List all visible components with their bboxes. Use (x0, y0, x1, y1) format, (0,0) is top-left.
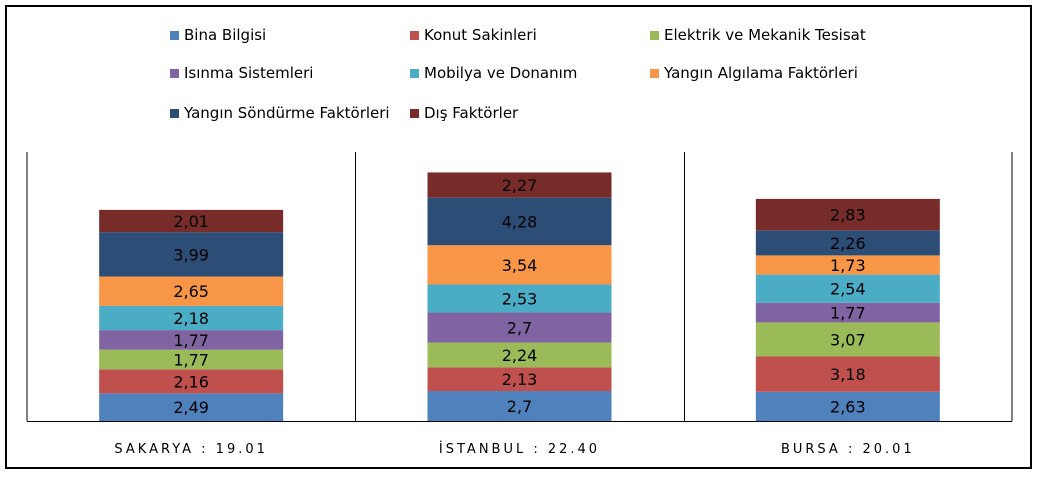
bar-segment (427, 245, 612, 285)
x-tick-label: SAKARYA : 19.01 (114, 442, 267, 457)
legend-item: Isınma Sistemleri (170, 63, 313, 83)
data-label: 2,26 (830, 234, 866, 253)
data-label: 3,18 (830, 365, 866, 384)
bar-segment (755, 302, 940, 323)
bar-segment (99, 330, 284, 350)
legend-label: Mobilya ve Donanım (424, 64, 578, 82)
legend-item: Konut Sakinleri (410, 25, 537, 45)
bar-segment (427, 391, 612, 421)
data-label: 2,13 (502, 370, 538, 389)
legend-swatch (170, 108, 179, 118)
legend-item: Bina Bilgisi (170, 25, 266, 45)
bar-segment (755, 356, 940, 392)
bar-segment (427, 172, 612, 198)
legend-item: Yangın Algılama Faktörleri (650, 63, 858, 83)
data-label: 2,83 (830, 206, 866, 225)
legend-item: Dış Faktörler (410, 103, 518, 123)
bar-segment (427, 367, 612, 392)
bar-segment (99, 349, 284, 370)
bar-segment (427, 342, 612, 368)
legend-swatch (650, 30, 659, 40)
legend-swatch (170, 30, 179, 40)
legend-label: Konut Sakinleri (424, 26, 537, 44)
legend-swatch (410, 30, 419, 40)
data-label: 1,77 (173, 351, 209, 370)
data-label: 3,99 (173, 245, 209, 264)
data-label: 2,16 (173, 372, 209, 391)
bar-segment (99, 232, 284, 277)
data-label: 1,73 (830, 256, 866, 275)
legend-item: Yangın Söndürme Faktörleri (170, 103, 390, 123)
legend-label: Bina Bilgisi (184, 26, 267, 44)
data-label: 2,24 (502, 346, 538, 365)
data-label: 2,7 (507, 397, 532, 416)
data-label: 2,7 (507, 319, 532, 338)
bar-segment (755, 274, 940, 303)
bar-segment (755, 391, 940, 421)
data-label: 2,49 (173, 398, 209, 417)
bar-segment (427, 284, 612, 313)
bar-segment (755, 198, 940, 231)
data-label: 2,54 (830, 280, 866, 299)
legend-item: Mobilya ve Donanım (410, 63, 577, 83)
bar-segment (99, 209, 284, 233)
x-tick-label: İSTANBUL : 22.40 (439, 441, 600, 457)
data-label: 3,07 (830, 330, 866, 349)
data-label: 2,53 (502, 290, 538, 309)
bar-segment (99, 276, 284, 306)
data-label: 2,27 (502, 176, 538, 195)
bar-segment (427, 197, 612, 246)
data-label: 1,77 (830, 304, 866, 323)
legend-swatch (170, 68, 179, 78)
data-label: 1,77 (173, 331, 209, 350)
legend-item: Elektrik ve Mekanik Tesisat (650, 25, 866, 45)
legend-swatch (650, 68, 659, 78)
bar-segment (755, 230, 940, 256)
legend: Bina Bilgisi Konut Sakinleri Elektrik ve M… (0, 0, 1039, 140)
bar-segment (99, 369, 284, 394)
legend-swatch (410, 108, 419, 118)
bar-segment (99, 305, 284, 331)
legend-label: Yangın Algılama Faktörleri (664, 64, 858, 82)
data-label: 2,01 (173, 212, 209, 231)
x-tick-label: BURSA : 20.01 (781, 442, 915, 457)
data-label: 4,28 (502, 212, 538, 231)
chart-frame (5, 5, 1032, 469)
legend-label: Isınma Sistemleri (184, 64, 314, 82)
bar-segment (755, 322, 940, 357)
legend-label: Elektrik ve Mekanik Tesisat (664, 26, 866, 44)
legend-swatch (410, 68, 419, 78)
data-label: 3,54 (502, 256, 538, 275)
legend-label: Yangın Söndürme Faktörleri (184, 104, 390, 122)
bar-segment (427, 312, 612, 343)
data-label: 2,65 (173, 282, 209, 301)
bar-segment (99, 393, 284, 421)
legend-label: Dış Faktörler (424, 104, 519, 122)
data-label: 2,18 (173, 309, 209, 328)
bar-segment (755, 255, 940, 275)
data-label: 2,63 (830, 397, 866, 416)
